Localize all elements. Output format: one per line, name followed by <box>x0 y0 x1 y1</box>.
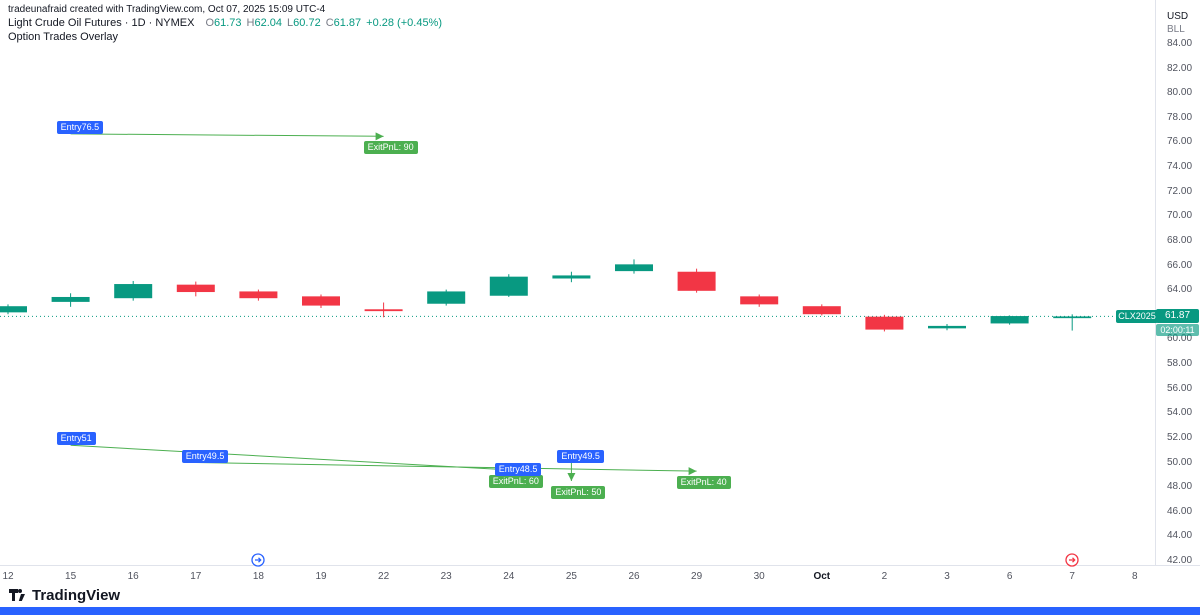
candle-body <box>176 284 215 293</box>
price-tick-label: 60.00 <box>1167 333 1193 345</box>
price-tick-label: 42.00 <box>1167 555 1193 567</box>
time-tick-label: 15 <box>65 571 77 582</box>
time-tick-label: 29 <box>691 571 703 582</box>
candle-body <box>990 316 1029 324</box>
candle-body <box>802 306 841 315</box>
price-tick-label: 80.00 <box>1167 87 1193 99</box>
price-tick-label: 68.00 <box>1167 234 1193 246</box>
trade-exit-label[interactable]: ExitPnL: 50 <box>551 486 606 499</box>
time-tick-label: 3 <box>944 571 950 582</box>
candle-body <box>865 316 904 330</box>
trade-arrow-icon <box>375 132 384 141</box>
candle-body <box>1053 316 1092 319</box>
time-tick-label: 12 <box>2 571 14 582</box>
trade-exit-label[interactable]: ExitPnL: 60 <box>488 474 543 488</box>
time-tick-label: 2 <box>881 571 888 582</box>
trade-arrow-icon <box>567 473 576 482</box>
change-value: +0.28 (+0.45%) <box>366 17 443 29</box>
price-tick-label: 72.00 <box>1167 185 1193 197</box>
axis-unit-currency: USD <box>1167 11 1189 22</box>
price-tick-label: 66.00 <box>1167 259 1193 271</box>
symbol-title[interactable]: Light Crude Oil Futures · 1D · NYMEX <box>8 17 195 29</box>
tradingview-logo-text[interactable]: TradingView <box>32 586 121 604</box>
last-price-tag: 61.87 <box>1156 309 1199 324</box>
price-tick-label: 54.00 <box>1167 407 1193 419</box>
time-tick-label: 23 <box>440 571 452 582</box>
time-axis[interactable]: 12 15 16 17 18 19 22 23 24 25 26 29 30 Oct 2 3 6 7 8 <box>0 565 1200 587</box>
bar-countdown: 02:00:11 <box>1156 324 1199 337</box>
candle-body <box>740 296 779 305</box>
time-tick-label: 18 <box>252 571 264 582</box>
candle-body <box>302 296 340 306</box>
time-tick-label: 17 <box>190 571 202 582</box>
trade-exit-label[interactable]: ExitPnL: 90 <box>363 141 418 155</box>
tradingview-footer: TradingView <box>8 586 120 604</box>
price-tick-label: 56.00 <box>1167 382 1193 394</box>
trade-entry-label[interactable]: Entry48.5 <box>494 463 542 477</box>
candle-body <box>364 309 403 312</box>
time-tick-label: 30 <box>753 571 765 582</box>
candle-body <box>489 276 528 296</box>
price-tick-label: 84.00 <box>1167 38 1193 49</box>
candle-body <box>51 296 90 302</box>
attribution-text: tradeunafraid created with TradingView.c… <box>8 4 326 15</box>
axis-unit-commodity: BLL <box>1167 24 1185 35</box>
candle-body <box>0 306 27 313</box>
trade-entry-label[interactable]: Entry49.5 <box>181 449 229 463</box>
ohlc-values: O61.73 H62.04 L60.72 C61.87 <box>205 17 362 29</box>
time-tick-label: 26 <box>628 571 640 582</box>
time-tick-label: 16 <box>127 571 139 582</box>
price-axis[interactable]: USD BLL 84.00 82.00 80.00 78.00 76.00 74.00 72… <box>1155 0 1200 567</box>
time-tick-label: 6 <box>1006 571 1013 582</box>
chart-legend: Light Crude Oil Futures · 1D · NYMEX O61… <box>8 17 442 43</box>
price-tick-label: 48.00 <box>1167 481 1193 493</box>
price-tick-label: 70.00 <box>1167 210 1193 222</box>
price-tick-label: 82.00 <box>1167 62 1193 74</box>
trade-exit-label[interactable]: ExitPnL: 40 <box>676 476 731 490</box>
contract-label: CLX2025 <box>1116 309 1158 323</box>
axis-unit-labels: USD BLL <box>1167 10 1188 36</box>
price-tick-label: 46.00 <box>1167 505 1193 517</box>
trade-line <box>195 462 697 472</box>
candle-body <box>114 284 153 299</box>
indicator-legend[interactable]: Option Trades Overlay <box>8 31 119 43</box>
time-tick-label: 8 <box>1132 571 1138 582</box>
price-tick-label: 50.00 <box>1167 456 1193 468</box>
price-tick-label: 64.00 <box>1167 284 1193 296</box>
trade-line <box>70 444 509 471</box>
candle-body <box>928 325 966 329</box>
trade-arrow-icon <box>688 467 697 476</box>
time-tick-label: 25 <box>565 571 577 582</box>
candle-body <box>239 291 278 299</box>
candle-body <box>427 291 466 304</box>
price-tick-label: 78.00 <box>1167 111 1193 123</box>
price-tick-label: 74.00 <box>1167 161 1193 173</box>
time-tick-label: 22 <box>378 571 390 582</box>
timeline-event-blue-icon[interactable] <box>251 553 266 567</box>
time-tick-label: 19 <box>315 571 327 582</box>
time-tick-label: 7 <box>1069 571 1075 582</box>
price-tick-label: 76.00 <box>1167 136 1193 148</box>
price-tick-label: 44.00 <box>1167 530 1193 542</box>
price-tick-label: 58.00 <box>1167 358 1193 370</box>
price-tick-label: 52.00 <box>1167 431 1193 443</box>
trade-entry-label[interactable]: Entry49.5 <box>557 449 604 463</box>
time-tick-label: 24 <box>503 571 515 582</box>
timeline-event-red-icon[interactable] <box>1065 553 1080 567</box>
candle-body <box>615 264 653 272</box>
trade-entry-label[interactable]: Entry76.5 <box>56 120 104 134</box>
bottom-blue-bar <box>0 607 1200 615</box>
candle-body <box>677 271 716 291</box>
trade-entry-label[interactable]: Entry51 <box>56 432 96 446</box>
candle-body <box>552 275 591 279</box>
time-tick-label: Oct <box>813 571 831 582</box>
trade-line <box>70 133 384 137</box>
tradingview-logo-icon <box>9 589 25 601</box>
